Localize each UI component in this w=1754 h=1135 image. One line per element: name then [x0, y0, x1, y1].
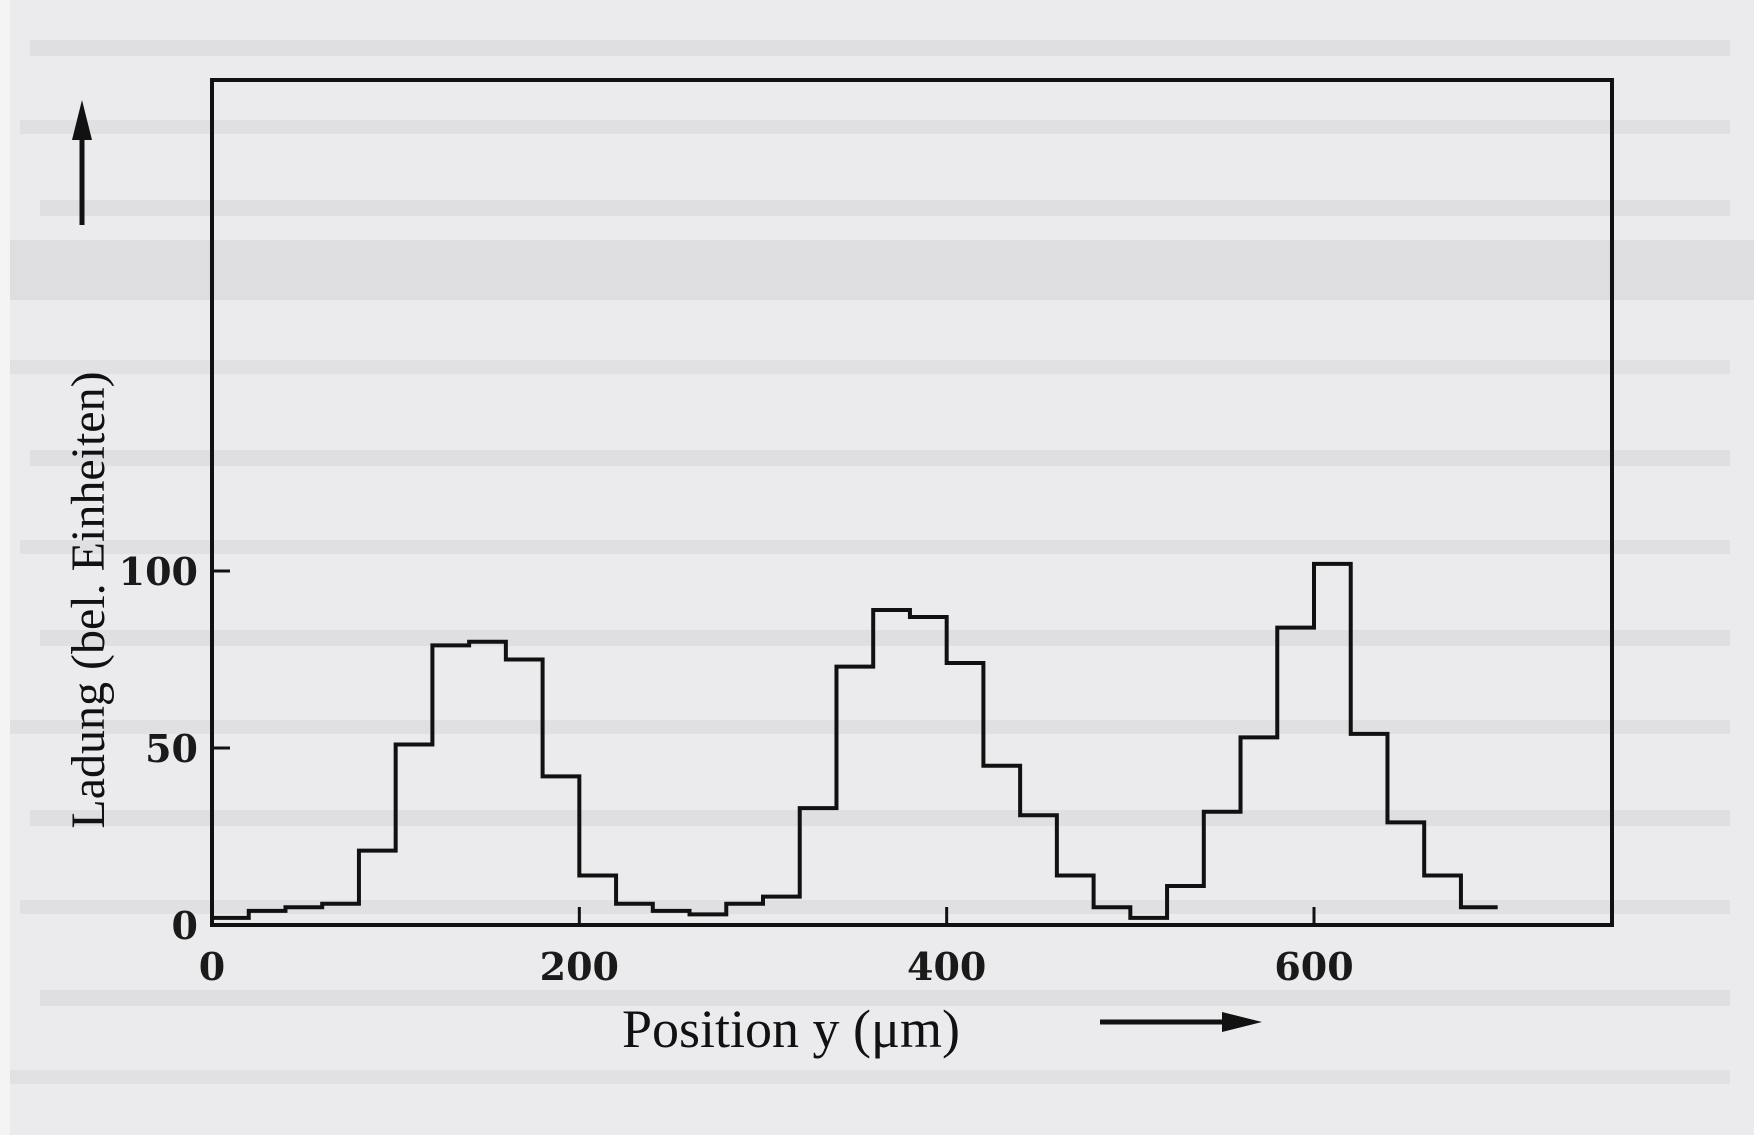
histogram-bin-10 [579, 875, 616, 925]
y-tick-labels: 0 50 100 [119, 549, 198, 948]
histogram-bin-19 [910, 617, 947, 925]
histogram-bin-23 [1057, 875, 1094, 925]
y-tick-label-0: 0 [172, 903, 198, 948]
histogram-bin-24 [1094, 907, 1131, 925]
x-tick-label-0: 0 [199, 944, 225, 989]
histogram-bin-11 [616, 904, 653, 925]
histogram-bin-17 [836, 667, 873, 925]
x-axis-title: Position y (μm) [622, 999, 960, 1059]
histogram-bin-13 [690, 914, 727, 925]
histogram-bin-20 [947, 663, 984, 925]
x-tick-label-2: 400 [907, 944, 986, 989]
y-axis-arrow-icon [72, 100, 92, 225]
histogram-bin-31 [1351, 734, 1388, 925]
histogram-bin-29 [1277, 628, 1314, 925]
histogram-bin-25 [1130, 918, 1167, 925]
histogram-bin-0 [212, 918, 249, 925]
y-tick-label-1: 50 [145, 726, 198, 771]
histogram-bin-34 [1461, 907, 1498, 925]
x-tick-label-1: 200 [540, 944, 619, 989]
histogram-bin-16 [800, 808, 837, 925]
histogram-bin-4 [359, 851, 396, 925]
histogram-bin-2 [285, 907, 322, 925]
plot-frame [210, 78, 1614, 927]
y-axis-title: Ladung (bel. Einheiten) [62, 371, 115, 828]
histogram-bin-3 [322, 904, 359, 925]
histogram-bin-7 [469, 642, 506, 925]
histogram-bin-15 [763, 897, 800, 925]
x-tick-labels: 0 200 400 600 [199, 944, 1354, 989]
histogram-bin-28 [1241, 737, 1278, 925]
x-axis-arrow-icon [1100, 1012, 1262, 1032]
histogram-bin-27 [1204, 812, 1241, 925]
series-layer [212, 561, 1498, 926]
histogram-bin-21 [983, 766, 1020, 925]
y-tick-label-2: 100 [119, 549, 198, 594]
x-tick-label-3: 600 [1274, 944, 1353, 989]
histogram-bin-32 [1387, 822, 1424, 925]
histogram-bin-30 [1314, 564, 1351, 925]
histogram-bin-18 [873, 610, 910, 925]
histogram-bin-5 [396, 744, 433, 925]
histogram-bin-22 [1020, 815, 1057, 925]
histogram-bin-6 [432, 645, 469, 925]
histogram-bin-8 [506, 660, 543, 926]
series-line-0 [212, 561, 1498, 920]
histogram-bin-26 [1167, 886, 1204, 925]
histogram-bin-1 [249, 911, 286, 925]
histogram-bin-9 [543, 776, 580, 925]
histogram-bin-12 [653, 911, 690, 925]
histogram-bin-33 [1424, 875, 1461, 925]
histogram-bin-14 [726, 904, 763, 925]
